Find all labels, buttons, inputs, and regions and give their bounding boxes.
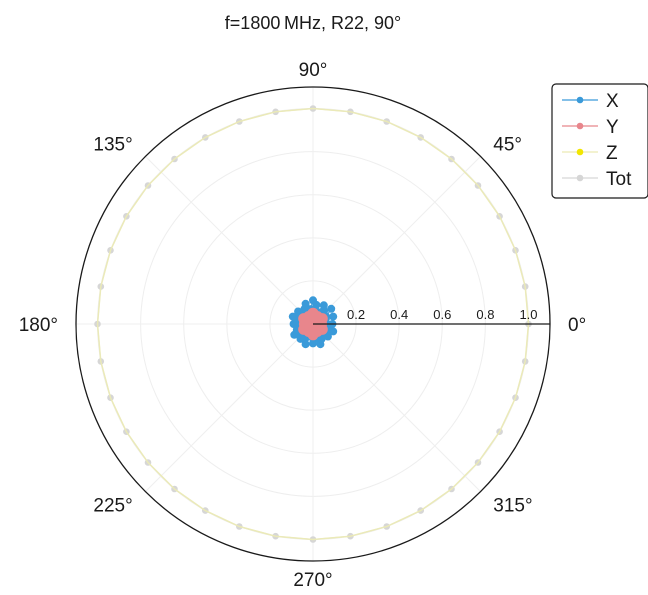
grid-spoke bbox=[145, 323, 314, 492]
legend-marker-y bbox=[576, 122, 584, 130]
legend-marker-z bbox=[576, 148, 584, 156]
radial-tick-label-1: 0.4 bbox=[390, 307, 408, 322]
radial-tick-label-0: 0.2 bbox=[347, 307, 365, 322]
angle-labels: 0° 45° 90° 135° 180° 225° 270° 315° bbox=[19, 60, 586, 591]
angle-label-90: 90° bbox=[299, 60, 328, 81]
legend-label-y: Y bbox=[606, 117, 619, 138]
radial-tick-label-3: 0.8 bbox=[476, 307, 494, 322]
point-x-21 bbox=[290, 330, 299, 339]
point-x-4 bbox=[327, 304, 336, 313]
point-x-25 bbox=[301, 340, 310, 349]
grid-spoke bbox=[312, 323, 481, 492]
radial-axis: 0.2 0.4 0.6 0.8 1.0 bbox=[75, 86, 551, 562]
point-x-6 bbox=[319, 301, 328, 310]
point-x-35 bbox=[326, 323, 334, 331]
legend-marker-tot bbox=[576, 174, 584, 182]
grid-spoke bbox=[145, 156, 314, 325]
angle-label-180: 180° bbox=[19, 315, 58, 336]
legend-marker-x bbox=[576, 96, 584, 104]
point-y-15 bbox=[310, 321, 322, 333]
radial-tick-label-2: 0.6 bbox=[433, 307, 451, 322]
point-x-2 bbox=[329, 312, 338, 321]
grid-spoke bbox=[312, 156, 481, 325]
angle-label-225: 225° bbox=[93, 495, 132, 516]
legend-label-tot: Tot bbox=[606, 169, 632, 190]
angle-label-0: 0° bbox=[568, 315, 586, 336]
series-line-z bbox=[96, 107, 530, 541]
chart-title: f=1800 MHz, R22, 90° bbox=[225, 13, 401, 33]
radial-tick-label-4: 1.0 bbox=[519, 307, 537, 322]
angle-label-315: 315° bbox=[493, 495, 532, 516]
legend-box bbox=[551, 83, 648, 199]
point-x-18 bbox=[289, 320, 298, 328]
legend-label-z: Z bbox=[606, 143, 618, 164]
point-x-9 bbox=[309, 296, 317, 305]
angle-label-135: 135° bbox=[93, 135, 132, 156]
angle-label-270: 270° bbox=[293, 570, 332, 591]
legend: XYZ Tot bbox=[551, 83, 648, 199]
angle-label-45: 45° bbox=[493, 135, 522, 156]
legend-label-x: X bbox=[606, 91, 619, 112]
series-layer bbox=[94, 105, 532, 543]
outer-circle bbox=[75, 86, 551, 562]
